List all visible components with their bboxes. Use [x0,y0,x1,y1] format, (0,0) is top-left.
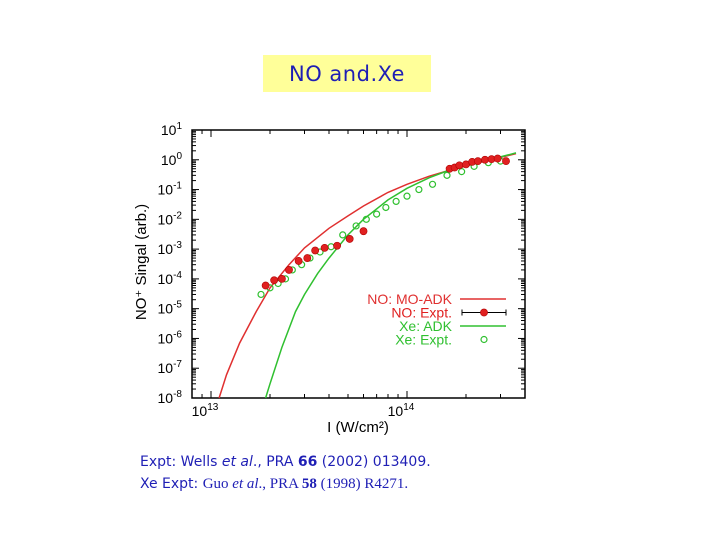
caption-1-rest: (2002) 013409. [317,454,431,470]
no-expt-point [285,266,293,274]
no-expt-point [303,254,312,262]
xe-expt-point [257,290,265,299]
y-tick-label: 10-5 [158,300,183,317]
caption-2-volume: 58 [301,476,317,492]
y-tick-label: 10-2 [158,210,183,227]
plot-frame [191,129,526,399]
xe-expt-point [443,171,451,179]
no-expt-point [359,227,368,236]
xe-expt-point [327,243,335,251]
series-line-2 [264,152,517,399]
no-expt-point [277,274,286,283]
xe-expt-point [373,210,381,218]
caption-2-mid: ., PRA [258,476,302,492]
legend-point-swatch [480,308,488,317]
y-tick-label: 10-3 [158,240,183,257]
no-expt-point [261,281,270,290]
caption-line-1: Expt: Wells et al., PRA 66 (2002) 013409… [140,454,431,470]
y-tick-label: 101 [161,121,183,138]
no-expt-point [502,157,510,166]
legend-label: Xe: Expt. [395,332,452,348]
caption-2-prefix: Xe Expt: [140,476,203,492]
caption-2-author: Guo [202,476,233,492]
caption-line-2: Xe Expt: Guo et al., PRA 58 (1998) R4271… [140,476,408,493]
xe-expt-point [339,231,347,239]
no-expt-point [333,241,342,250]
no-expt-point [270,276,279,285]
caption-1-mid: ., PRA [252,454,298,470]
xe-expt-point [362,215,370,223]
xe-expt-point [428,180,437,188]
y-tick-label: 10-1 [158,181,183,198]
legend-label: NO: MO-ADK [367,291,452,307]
xe-expt-point [415,185,423,194]
legend-circle-swatch [480,335,488,344]
no-expt-point [320,243,329,252]
caption-1-etal: et al [221,454,253,470]
y-tick-label: 10-6 [158,329,183,346]
caption-2-etal: et al [232,476,259,492]
no-expt-point [345,235,354,243]
x-axis-label: I (W/cm²) [327,419,389,436]
y-tick-label: 100 [161,151,183,168]
xe-expt-point [382,203,390,212]
legend-label: NO: Expt. [391,305,452,321]
series-line-0 [218,152,517,399]
x-tick-label: 1013 [192,402,219,419]
no-expt-point [481,155,489,164]
slide-title: NO and.Xe [263,55,431,92]
legend-label: Xe: ADK [399,318,453,334]
xe-expt-point [403,192,411,200]
no-expt-point [294,257,303,265]
y-tick-label: 10-8 [158,389,183,406]
no-expt-point [455,161,464,170]
no-expt-point [311,246,320,255]
xe-expt-point [352,222,360,230]
y-axis-label: NO⁺ Singal (arb.) [133,204,150,320]
no-expt-point [473,157,482,166]
y-tick-label: 10-4 [158,270,183,287]
caption-2-rest: (1998) R4271. [316,476,409,492]
y-tick-label: 10-7 [158,359,183,376]
no-expt-point [493,154,502,163]
xe-expt-point [392,197,400,206]
x-tick-label: 1014 [388,402,415,419]
xe-expt-point [458,168,466,176]
caption-1-prefix: Expt: Wells [140,454,222,470]
caption-1-volume: 66 [297,454,318,470]
